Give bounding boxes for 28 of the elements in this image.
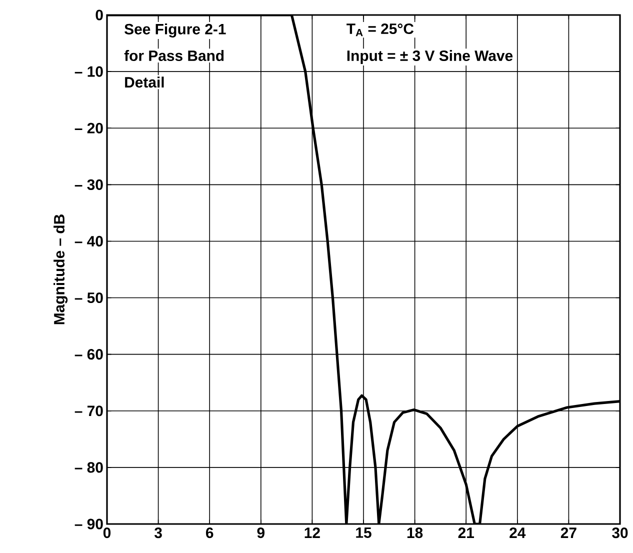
y-axis-title: Magnitude – dB [54, 214, 68, 324]
y-tick-label: – 60 [74, 349, 103, 360]
x-tick-label: 0 [103, 528, 111, 538]
annotation: for Pass Band [124, 50, 224, 62]
x-tick-label: 9 [257, 528, 264, 538]
x-tick-label: 15 [356, 528, 372, 538]
annotation: Detail [125, 76, 164, 88]
x-tick-label: 27 [560, 528, 576, 538]
y-tick-label: – 20 [74, 122, 103, 134]
x-tick-label: 21 [458, 528, 474, 538]
x-tick-label: 24 [510, 528, 526, 538]
line-series [107, 14, 620, 524]
y-tick-label: – 90 [74, 518, 103, 530]
x-tick-label: 6 [206, 528, 214, 538]
y-tick-label: – 30 [74, 179, 103, 190]
x-tick-label: 18 [407, 528, 423, 538]
annotation: See Figure 2-1 [124, 23, 226, 38]
y-tick-label: – 40 [74, 236, 103, 247]
y-tick-label: – 10 [74, 66, 103, 77]
y-tick-label: – 50 [74, 292, 103, 304]
annotation: Input = ± 3 V Sine Wave [347, 50, 513, 64]
x-tick-label: 12 [304, 528, 320, 538]
y-tick-label: 0 [96, 10, 103, 20]
annotation: T$_{A}$ = 25°C [346, 23, 414, 36]
y-tick-label: – 70 [74, 406, 103, 416]
y-tick-label: – 80 [74, 462, 103, 473]
x-tick-label: 30 [612, 528, 628, 538]
x-tick-label: 3 [154, 528, 162, 538]
